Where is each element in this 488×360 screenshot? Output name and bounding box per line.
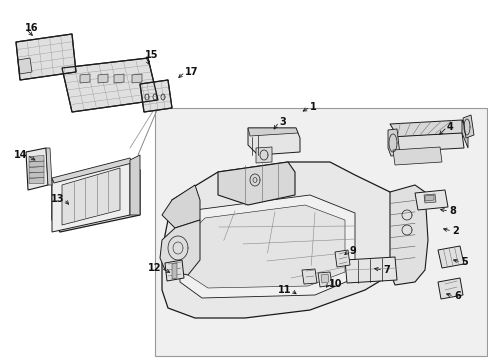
- Text: 16: 16: [25, 23, 39, 33]
- Polygon shape: [437, 278, 462, 299]
- Polygon shape: [98, 74, 108, 83]
- Polygon shape: [16, 34, 76, 80]
- Polygon shape: [345, 257, 396, 283]
- Polygon shape: [389, 133, 463, 152]
- Polygon shape: [172, 263, 177, 279]
- Text: 11: 11: [277, 285, 290, 295]
- Polygon shape: [187, 205, 345, 288]
- Polygon shape: [62, 58, 158, 112]
- Polygon shape: [317, 272, 331, 287]
- Polygon shape: [320, 274, 328, 283]
- Polygon shape: [424, 195, 433, 201]
- Text: 14: 14: [14, 150, 27, 160]
- Polygon shape: [29, 172, 44, 178]
- Text: 17: 17: [184, 67, 198, 77]
- Polygon shape: [247, 128, 297, 136]
- Polygon shape: [387, 129, 399, 156]
- Polygon shape: [334, 250, 349, 267]
- Polygon shape: [160, 220, 200, 275]
- Text: 10: 10: [328, 279, 342, 289]
- Polygon shape: [29, 161, 44, 167]
- Polygon shape: [389, 185, 427, 285]
- Text: 2: 2: [451, 226, 458, 236]
- Polygon shape: [162, 162, 394, 318]
- Polygon shape: [80, 74, 90, 83]
- Polygon shape: [462, 115, 473, 138]
- Polygon shape: [218, 162, 294, 205]
- Text: 13: 13: [50, 194, 64, 204]
- Text: 3: 3: [279, 117, 285, 127]
- Text: 7: 7: [382, 265, 389, 275]
- Polygon shape: [29, 166, 44, 172]
- Polygon shape: [461, 120, 467, 148]
- Polygon shape: [180, 195, 354, 298]
- Text: 4: 4: [446, 122, 453, 132]
- Polygon shape: [26, 148, 48, 190]
- Text: 1: 1: [309, 102, 316, 112]
- Polygon shape: [389, 120, 467, 137]
- Polygon shape: [52, 160, 130, 232]
- Polygon shape: [155, 108, 486, 356]
- Polygon shape: [392, 147, 441, 165]
- Polygon shape: [46, 148, 52, 185]
- Polygon shape: [114, 74, 124, 83]
- Polygon shape: [140, 80, 172, 112]
- Polygon shape: [130, 155, 140, 215]
- Polygon shape: [247, 128, 299, 155]
- Polygon shape: [62, 168, 120, 225]
- Polygon shape: [414, 190, 447, 210]
- Polygon shape: [437, 246, 463, 268]
- Polygon shape: [162, 185, 200, 228]
- Text: 6: 6: [453, 291, 460, 301]
- Polygon shape: [423, 194, 435, 203]
- Polygon shape: [164, 260, 183, 281]
- Polygon shape: [132, 74, 142, 83]
- Text: 15: 15: [145, 50, 158, 60]
- Polygon shape: [18, 58, 32, 74]
- Polygon shape: [52, 160, 140, 232]
- Polygon shape: [29, 177, 44, 184]
- Polygon shape: [52, 158, 132, 183]
- Text: 5: 5: [460, 257, 467, 267]
- Polygon shape: [29, 156, 44, 162]
- Text: 9: 9: [348, 246, 355, 256]
- Text: 12: 12: [147, 263, 161, 273]
- Polygon shape: [302, 269, 316, 284]
- Polygon shape: [256, 147, 271, 163]
- Text: 8: 8: [448, 206, 455, 216]
